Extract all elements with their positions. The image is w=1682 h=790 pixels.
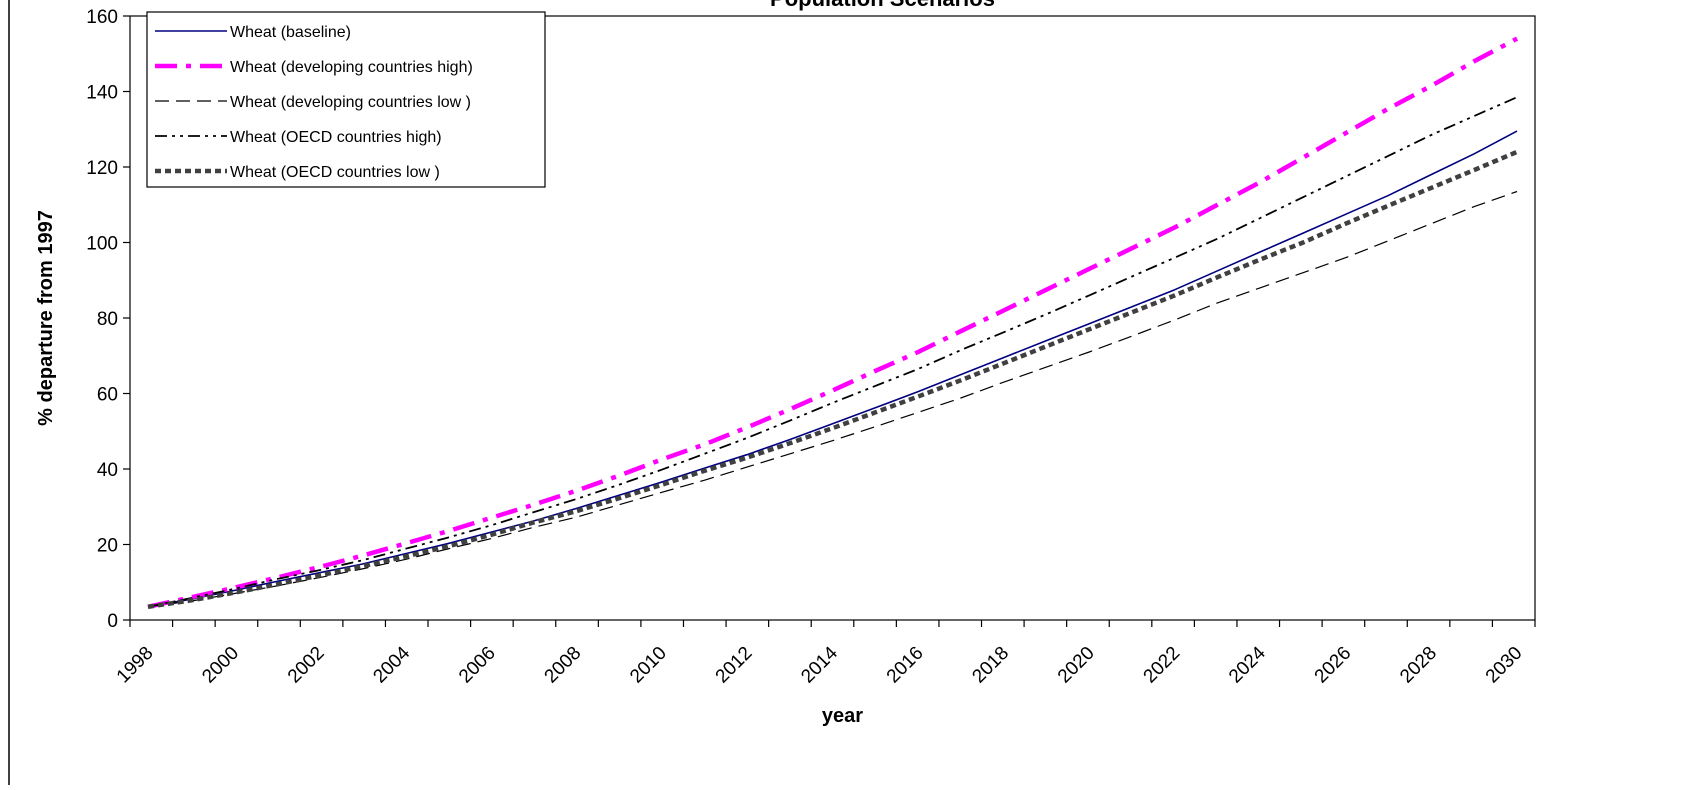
y-tick-label: 80 — [97, 309, 118, 330]
y-tick-label: 120 — [86, 158, 118, 179]
legend-label-3: Wheat (developing countries low ) — [230, 94, 471, 111]
series-line-1 — [147, 130, 1518, 608]
y-tick-label: 140 — [86, 83, 118, 104]
y-tick-label: 60 — [97, 385, 118, 406]
legend-label-4: Wheat (OECD countries high) — [230, 129, 442, 146]
series-layer — [147, 36, 1519, 610]
y-tick-label: 160 — [86, 7, 118, 28]
y-tick-label: 0 — [107, 611, 118, 632]
chart-title: Population Scenarios — [770, 0, 995, 11]
legend-box — [146, 11, 546, 188]
legend-label-5: Wheat (OECD countries low ) — [230, 164, 440, 181]
series-line-3 — [147, 190, 1518, 608]
legend: Wheat (baseline) Wheat (developing countr… — [146, 11, 546, 188]
y-tick-label: 40 — [97, 460, 118, 481]
legend-label-2: Wheat (developing countries high) — [230, 59, 473, 76]
legend-label-1: Wheat (baseline) — [230, 24, 351, 41]
series-line-4 — [147, 96, 1518, 608]
series-line-5 — [147, 149, 1518, 610]
y-axis-title: % departure from 1997 — [35, 210, 57, 426]
x-axis-title: year — [822, 705, 863, 727]
y-tick-label: 20 — [97, 536, 118, 557]
y-tick-label: 100 — [86, 234, 118, 255]
series-line-2 — [147, 36, 1519, 609]
